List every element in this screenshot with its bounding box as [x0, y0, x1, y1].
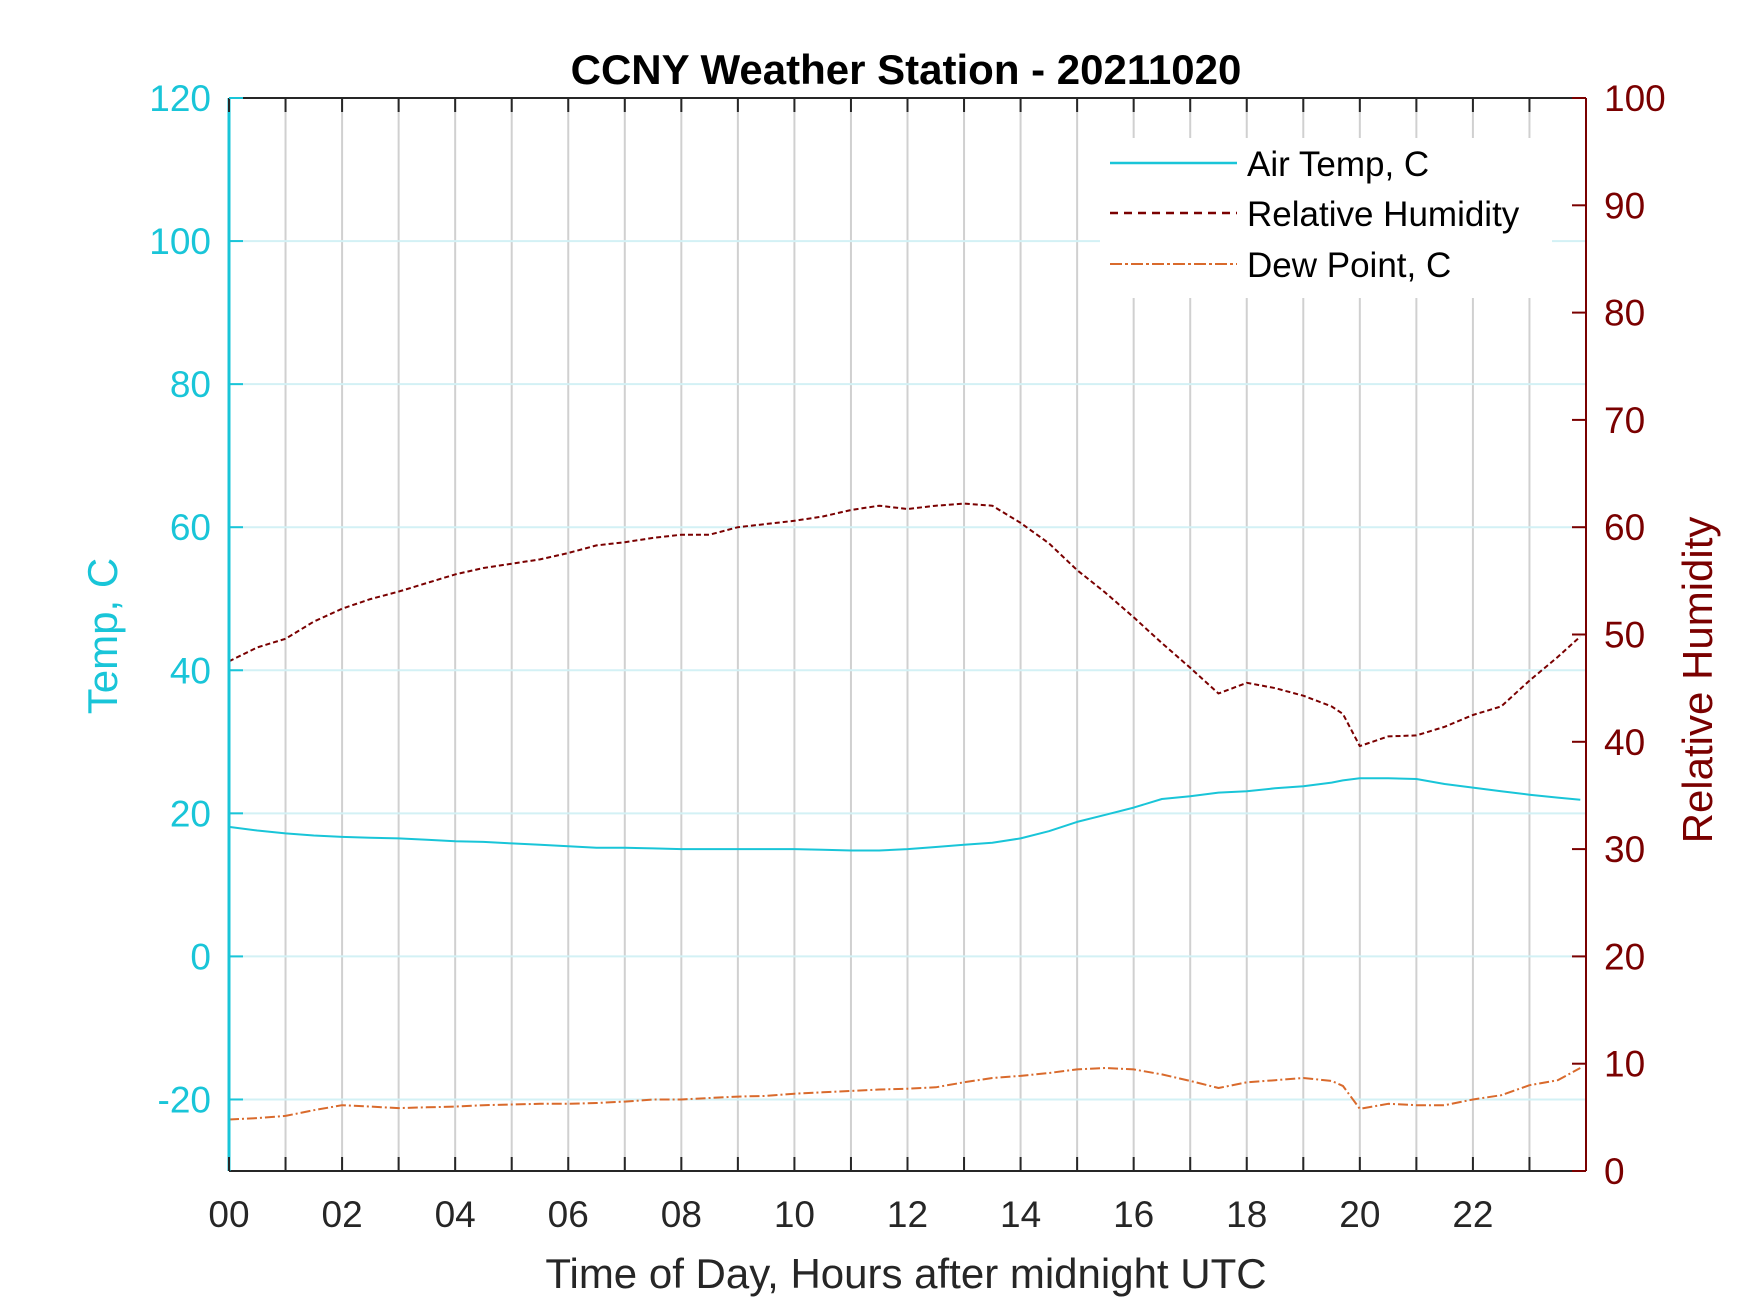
- y-right-tick-label: 0: [1604, 1151, 1625, 1192]
- y-right-tick-label: 60: [1604, 507, 1645, 548]
- series-line-humidity: [228, 502, 1581, 748]
- legend: Air Temp, C Relative Humidity Dew Point,…: [1100, 138, 1552, 298]
- y-left-tick-label: 120: [149, 78, 211, 119]
- legend-label-air-temp: Air Temp, C: [1247, 145, 1429, 184]
- series-layer: [228, 502, 1581, 1121]
- tick-labels: 00 02 04 06 08 10 12 14 16 18 20 22-200204060801001…: [149, 78, 1665, 1235]
- x-tick-label: 04: [435, 1194, 476, 1235]
- y-left-tick-label: 80: [170, 364, 211, 405]
- y-right-tick-label: 90: [1604, 185, 1645, 226]
- x-tick-label: 16: [1113, 1194, 1154, 1235]
- series-line-air-temp: [228, 777, 1581, 852]
- y-right-tick-label: 80: [1604, 293, 1645, 334]
- chart-title: CCNY Weather Station - 20211020: [571, 46, 1242, 93]
- series-line-dew-point: [228, 1067, 1581, 1121]
- x-tick-label: 14: [1000, 1194, 1041, 1235]
- y-left-tick-label: -20: [158, 1079, 211, 1120]
- x-axis-label: Time of Day, Hours after midnight UTC: [545, 1250, 1266, 1297]
- legend-label-dew-point: Dew Point, C: [1247, 246, 1451, 285]
- x-tick-label: 10: [774, 1194, 815, 1235]
- x-tick-label: 22: [1452, 1194, 1493, 1235]
- x-tick-label: 18: [1226, 1194, 1267, 1235]
- x-tick-label: 20: [1339, 1194, 1380, 1235]
- x-tick-label: 06: [548, 1194, 589, 1235]
- y-left-tick-label: 100: [149, 221, 211, 262]
- x-tick-label: 02: [322, 1194, 363, 1235]
- y-right-tick-label: 50: [1604, 615, 1645, 656]
- legend-box: [1100, 138, 1552, 298]
- y-right-tick-label: 100: [1604, 78, 1666, 119]
- y-right-tick-label: 10: [1604, 1044, 1645, 1085]
- y-left-tick-label: 20: [170, 793, 211, 834]
- y-right-tick-label: 40: [1604, 722, 1645, 763]
- x-tick-label: 00: [208, 1194, 249, 1235]
- y-axis-left-label: Temp, C: [79, 558, 126, 714]
- y-left-tick-label: 60: [170, 507, 211, 548]
- legend-label-humidity: Relative Humidity: [1247, 195, 1520, 234]
- y-right-tick-label: 70: [1604, 400, 1645, 441]
- y-right-tick-label: 30: [1604, 829, 1645, 870]
- y-axis-right-label: Relative Humidity: [1674, 517, 1721, 844]
- y-left-tick-label: 0: [190, 936, 211, 977]
- y-left-tick-label: 40: [170, 650, 211, 691]
- x-tick-label: 12: [887, 1194, 928, 1235]
- axes: [227, 97, 1587, 1172]
- y-right-tick-label: 20: [1604, 936, 1645, 977]
- x-tick-label: 08: [661, 1194, 702, 1235]
